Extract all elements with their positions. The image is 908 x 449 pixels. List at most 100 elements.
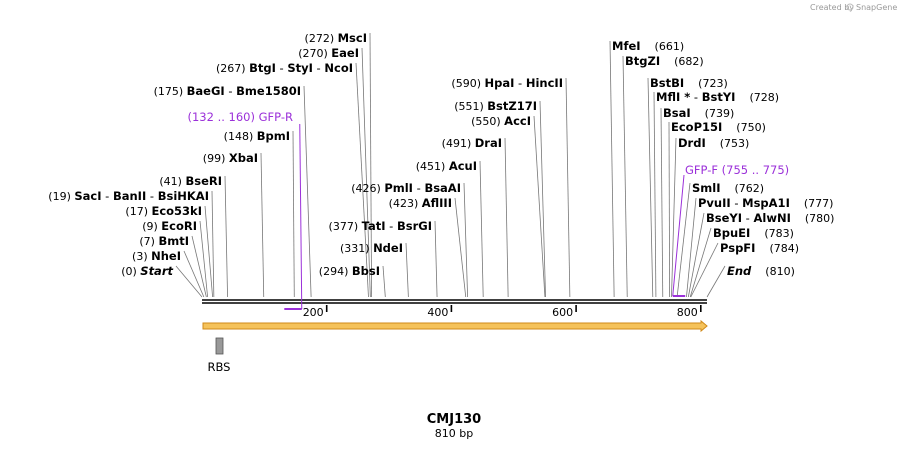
site-position: (294) [319, 265, 352, 278]
site-position: (3) [132, 250, 151, 263]
enzyme-name: BmtI [158, 234, 189, 248]
site-label-acci[interactable]: (550) AccI [471, 114, 531, 128]
orf-arrow-shape[interactable] [202, 319, 708, 333]
primer-r-leader [299, 123, 303, 310]
site-position: (728) [749, 91, 779, 104]
enzyme-name: AccI [504, 114, 531, 128]
name-separator: - [225, 84, 236, 98]
enzyme-name: MflI * [656, 90, 690, 104]
site-label-saci[interactable]: (19) SacI - BanII - BsiHKAI [48, 189, 209, 203]
connector-btgi [355, 62, 369, 298]
site-position: (148) [224, 130, 257, 143]
enzyme-name: DraI [475, 136, 502, 150]
site-position: (451) [416, 160, 449, 173]
enzyme-name: EcoRI [161, 219, 197, 233]
rbs-box[interactable] [215, 337, 224, 355]
enzyme-name: HpaI [484, 76, 514, 90]
site-label-bseyi[interactable]: BseYI - AlwNI (780) [706, 211, 834, 225]
connector-pmli [463, 182, 469, 298]
enzyme-name: DrdI [678, 136, 706, 150]
site-label-mfei[interactable]: MfeI (661) [612, 39, 684, 53]
site-label-pmli[interactable]: (426) PmlI - BsaAI [351, 181, 461, 195]
enzyme-name: EcoP15I [671, 120, 722, 134]
site-position: (272) [305, 32, 338, 45]
site-position: (550) [471, 115, 504, 128]
connector-bpuei [689, 227, 712, 298]
site-position: (777) [804, 197, 834, 210]
site-label-bsai[interactable]: BsaI (739) [663, 106, 734, 120]
rbs-feature[interactable]: RBS [208, 337, 231, 374]
enzyme-name: StyI [287, 61, 313, 75]
site-label-ndei[interactable]: (331) NdeI [340, 241, 403, 255]
enzyme-name: HincII [526, 76, 563, 90]
site-label-bbsi[interactable]: (294) BbsI [319, 264, 380, 278]
site-label-start[interactable]: (0) Start [121, 264, 173, 278]
site-label-xbai[interactable]: (99) XbaI [203, 151, 258, 165]
primer-r-label[interactable]: (132 .. 160) GFP-R [187, 110, 293, 124]
site-label-bpuei[interactable]: BpuEI (783) [713, 226, 794, 240]
enzyme-name: BseYI [706, 211, 742, 225]
connector-bstz17i [539, 100, 546, 298]
site-position: (175) [154, 85, 187, 98]
site-label-eco53ki[interactable]: (17) Eco53kI [125, 204, 202, 218]
site-position: (41) [159, 175, 185, 188]
connector-start [175, 265, 203, 298]
connector-nhei [183, 250, 205, 298]
site-label-eaei[interactable]: (270) EaeI [298, 46, 359, 60]
primer-f-label[interactable]: GFP-F (755 .. 775) [685, 163, 789, 177]
site-label-bstbi[interactable]: BstBI (723) [650, 76, 728, 90]
site-label-msci[interactable]: (272) MscI [305, 31, 367, 45]
site-position: (7) [139, 235, 158, 248]
connector-drai [504, 137, 509, 298]
site-label-pspfi[interactable]: PspFI (784) [720, 241, 799, 255]
site-label-ecop15i[interactable]: EcoP15I (750) [671, 120, 766, 134]
name-separator: - [102, 189, 113, 203]
site-label-bseri[interactable]: (41) BseRI [159, 174, 222, 188]
site-label-hpai[interactable]: (590) HpaI - HincII [451, 76, 563, 90]
connector-bseyi [687, 212, 705, 298]
site-label-drdi[interactable]: DrdI (753) [678, 136, 749, 150]
right-enzyme-labels: MfeI (661)BtgZI (682)BstBI (723)MflI * - Bs… [612, 39, 834, 278]
site-label-nhei[interactable]: (3) NheI [132, 249, 181, 263]
site-position: (9) [142, 220, 161, 233]
connector-saci [211, 190, 215, 298]
connector-bseri [224, 175, 228, 298]
ruler-tick-label: 800 [677, 306, 698, 319]
site-label-drai[interactable]: (491) DraI [442, 136, 502, 150]
site-label-btgi[interactable]: (267) BtgI - StyI - NcoI [216, 61, 353, 75]
site-label-ecori[interactable]: (9) EcoRI [142, 219, 197, 233]
connector-acui [479, 160, 484, 298]
site-label-bstz17i[interactable]: (551) BstZ17I [454, 99, 537, 113]
site-label-baegi[interactable]: (175) BaeGI - Bme1580I [154, 84, 301, 98]
site-label-afliii[interactable]: (423) AflIII [389, 196, 452, 210]
ruler-tick-label: 200 [303, 306, 324, 319]
site-label-bpmi[interactable]: (148) BpmI [224, 129, 290, 143]
enzyme-name: MscI [338, 31, 367, 45]
site-label-smli[interactable]: SmlI (762) [692, 181, 764, 195]
name-separator: - [276, 61, 287, 75]
credit: Created by SnapGene [810, 3, 897, 12]
enzyme-name: BstYI [702, 90, 736, 104]
site-label-acui[interactable]: (451) AcuI [416, 159, 477, 173]
site-position: (99) [203, 152, 229, 165]
enzyme-name: Start [140, 264, 173, 278]
site-label-end[interactable]: End (810) [727, 264, 795, 278]
site-label-bmti[interactable]: (7) BmtI [139, 234, 189, 248]
site-position: (784) [769, 242, 799, 255]
connector-afliii [454, 197, 467, 298]
enzyme-name: XbaI [229, 151, 258, 165]
primers: (132 .. 160) GFP-R GFP-F (755 .. 775) [187, 110, 789, 310]
site-position: (590) [451, 77, 484, 90]
rbs-label: RBS [208, 360, 231, 374]
orf-arrow[interactable] [202, 319, 708, 333]
site-label-mfli[interactable]: MflI * - BstYI (728) [656, 90, 779, 104]
name-separator: - [386, 219, 397, 233]
site-label-btgzi[interactable]: BtgZI (682) [625, 54, 704, 68]
primer-f-leader [672, 174, 685, 297]
connector-drdi [671, 137, 677, 298]
site-label-pvuii[interactable]: PvuII - MspA1I (777) [698, 196, 833, 210]
credit-text: Created by [810, 3, 854, 12]
enzyme-name: TatI [362, 219, 386, 233]
site-label-tati[interactable]: (377) TatI - BsrGI [329, 219, 432, 233]
